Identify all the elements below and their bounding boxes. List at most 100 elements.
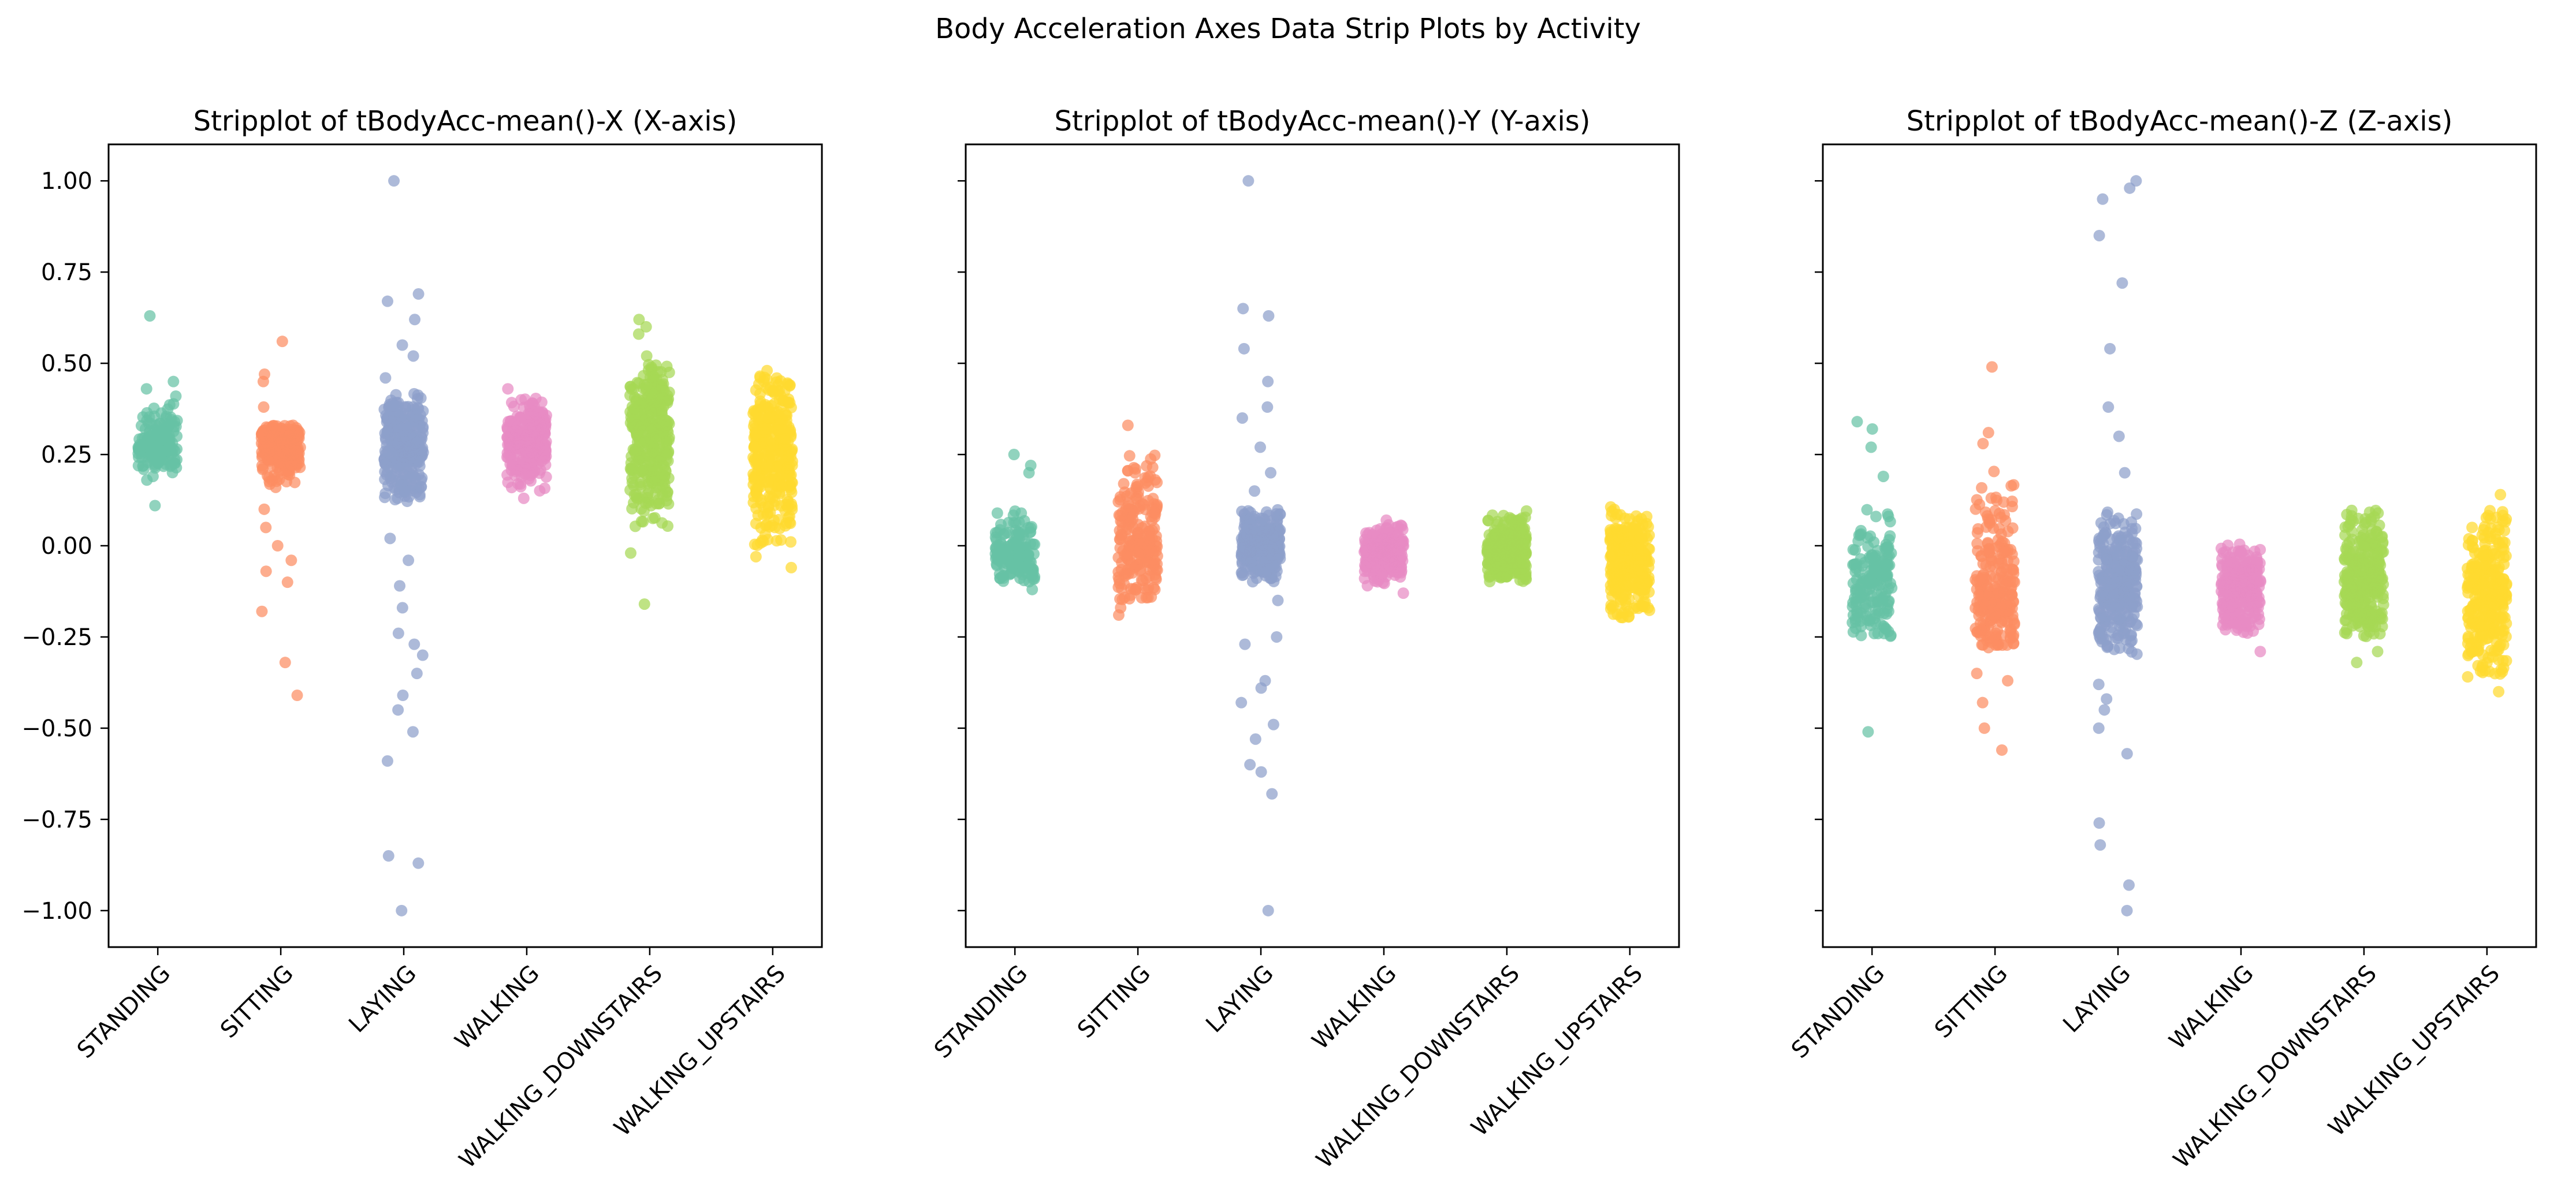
strip-point	[1633, 565, 1645, 577]
strip-point	[2119, 467, 2131, 479]
strip-point	[1023, 556, 1036, 568]
strip-point	[1125, 589, 1137, 601]
strip-point	[2002, 575, 2014, 587]
strip-point	[770, 535, 783, 547]
strip-point	[1371, 531, 1383, 543]
strip-point	[1630, 510, 1642, 522]
strip-point	[2008, 629, 2020, 641]
strip-point	[1993, 541, 2005, 553]
strip-point	[2093, 679, 2105, 691]
strip-point	[1970, 602, 1982, 614]
strip-series	[501, 383, 553, 504]
strip-point	[1509, 567, 1521, 579]
y-tick-label: 0.25	[41, 442, 92, 468]
strip-point	[1142, 471, 1154, 483]
strip-point	[1026, 569, 1038, 582]
strip-point	[412, 389, 424, 401]
strip-point	[1235, 696, 1248, 709]
strip-point	[1495, 537, 1507, 549]
strip-point	[2357, 565, 2369, 577]
strip-point	[647, 439, 659, 451]
strip-point	[1396, 534, 1408, 546]
strip-point	[1265, 467, 1277, 479]
strip-point	[1248, 567, 1260, 579]
y-tick-label: 0.00	[41, 533, 92, 560]
strip-point	[140, 383, 152, 395]
strip-series	[1235, 175, 1286, 916]
strip-point	[1606, 509, 1618, 521]
strip-point	[2372, 547, 2384, 559]
strip-point	[525, 458, 537, 470]
strip-point	[1875, 579, 1887, 591]
strip-point	[2101, 693, 2113, 705]
strip-point	[1482, 515, 1494, 527]
strip-point	[409, 314, 421, 326]
strip-point	[1012, 557, 1024, 569]
strip-point	[271, 540, 284, 552]
strip-point	[1263, 563, 1275, 575]
strip-series	[1481, 505, 1532, 587]
strip-point	[403, 554, 415, 567]
strip-point	[396, 904, 408, 916]
strip-point	[414, 491, 426, 503]
strip-point	[1996, 557, 2008, 569]
strip-point	[634, 479, 646, 491]
strip-point	[769, 521, 781, 534]
strip-point	[2094, 839, 2106, 851]
strip-point	[2484, 621, 2496, 633]
strip-point	[1130, 492, 1142, 504]
strip-point	[784, 380, 796, 392]
strip-point	[1114, 509, 1126, 521]
strip-point	[408, 638, 420, 650]
strip-point	[785, 561, 797, 573]
strip-point	[162, 403, 174, 415]
strip-point	[1971, 668, 1983, 680]
strip-point	[165, 460, 177, 472]
strip-point	[1128, 505, 1140, 517]
strip-point	[2343, 536, 2355, 549]
strip-point	[2123, 879, 2135, 891]
strip-point	[1126, 558, 1138, 571]
strip-point	[1978, 722, 1990, 734]
strip-point	[1118, 549, 1130, 561]
strip-point	[1237, 532, 1249, 544]
strip-point	[1131, 527, 1144, 539]
strip-point	[2246, 592, 2258, 604]
strip-point	[629, 443, 641, 455]
strip-point	[401, 422, 414, 434]
strip-point	[646, 424, 658, 437]
strip-point	[1849, 558, 1861, 570]
strip-point	[1981, 635, 1993, 647]
strip-point	[1975, 624, 1987, 636]
strip-point	[644, 403, 656, 415]
strip-point	[640, 382, 652, 394]
strip-point	[1025, 521, 1037, 533]
strip-point	[2100, 576, 2112, 588]
strip-point	[413, 421, 425, 433]
strip-point	[1866, 596, 1878, 608]
strip-point	[2371, 568, 2383, 580]
strip-point	[1121, 523, 1133, 535]
strip-point	[661, 360, 673, 372]
strip-point	[1862, 726, 1874, 738]
strip-point	[1241, 523, 1253, 535]
strip-point	[1262, 375, 1274, 388]
strip-point	[2495, 489, 2507, 501]
strip-point	[1252, 535, 1264, 547]
strip-point	[1851, 416, 1863, 428]
strip-point	[259, 448, 271, 460]
strip-point	[1389, 554, 1401, 567]
strip-point	[1866, 423, 1878, 435]
strip-point	[293, 457, 305, 470]
strip-point	[2340, 614, 2352, 627]
strip-point	[1996, 639, 2008, 651]
strip-point	[1244, 513, 1256, 525]
strip-point	[2238, 582, 2250, 594]
strip-point	[780, 433, 792, 445]
strip-point	[2363, 556, 2375, 568]
strip-point	[2235, 546, 2247, 558]
strip-point	[1121, 490, 1133, 502]
strip-point	[258, 503, 270, 515]
strip-point	[1990, 491, 2002, 504]
strip-point	[2235, 608, 2247, 620]
